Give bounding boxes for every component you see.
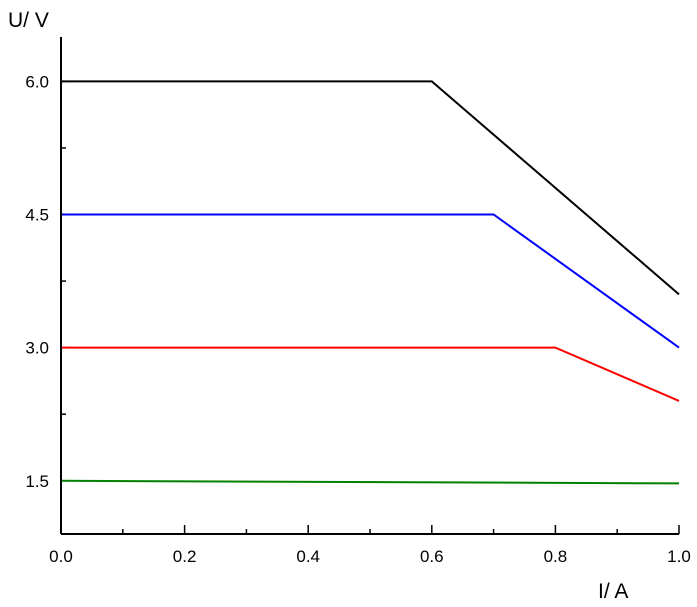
x-tick-label: 0.8 [544, 547, 568, 566]
series-layer [60, 80, 680, 485]
y-tick-label: 6.0 [25, 72, 49, 91]
x-tick-label: 0.2 [173, 547, 197, 566]
x-axis-title: I/ A [598, 580, 628, 603]
series-line-2 [61, 213, 680, 349]
y-axis-title: U/ V [8, 9, 49, 32]
axes-layer [60, 37, 679, 535]
y-tick-label: 3.0 [25, 339, 49, 358]
y-tick-label: 4.5 [25, 206, 49, 225]
x-tick-label: 0.0 [49, 547, 73, 566]
y-tick-label: 1.5 [25, 472, 49, 491]
x-tick-label: 1.0 [667, 547, 691, 566]
ticks-layer [60, 80, 680, 534]
series-line-4 [60, 479, 680, 485]
labels-layer: 0.0 0.2 0.4 0.6 0.8 1.0 1.5 3.0 4.5 6.0 [25, 72, 690, 566]
series-line-1 [61, 80, 680, 296]
x-tick-label: 0.4 [296, 547, 320, 566]
x-tick-label: 0.6 [420, 547, 444, 566]
series-line-3 [61, 346, 680, 402]
